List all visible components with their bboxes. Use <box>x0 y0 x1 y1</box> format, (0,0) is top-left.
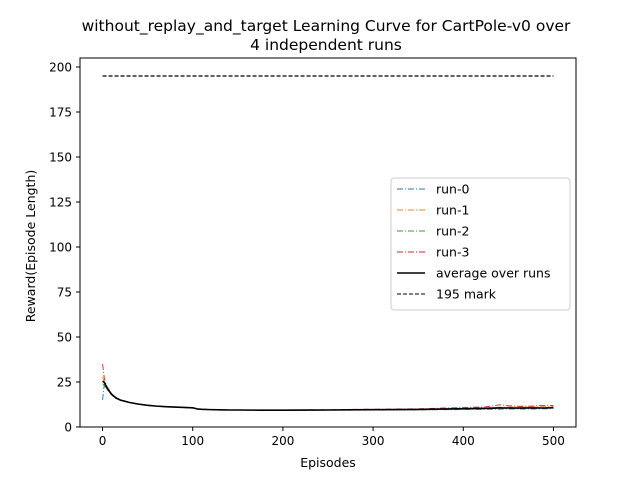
chart-title-line1: without_replay_and_target Learning Curve… <box>82 17 571 36</box>
x-tick-label: 300 <box>362 434 385 448</box>
y-tick-label: 175 <box>49 106 72 120</box>
legend-label-run-0: run-0 <box>436 182 469 197</box>
x-tick-label: 100 <box>181 434 204 448</box>
y-tick-label: 0 <box>64 421 72 435</box>
series-line-average-over-runs <box>102 380 554 411</box>
y-tick-label: 25 <box>57 376 72 390</box>
legend-label-run-3: run-3 <box>436 245 469 260</box>
x-tick-label: 500 <box>542 434 565 448</box>
y-tick-label: 150 <box>49 151 72 165</box>
plot-frame <box>79 57 577 428</box>
series-line-run-3 <box>102 363 554 411</box>
x-tick-label: 200 <box>271 434 294 448</box>
legend-label-run-2: run-2 <box>436 224 469 239</box>
legend-label-average-over-runs: average over runs <box>436 266 551 281</box>
legend: run-0 run-1 run-2 run-3 average over runs 195… <box>390 177 571 311</box>
y-tick-label: 75 <box>57 286 72 300</box>
y-tick-label: 200 <box>49 61 72 75</box>
x-tick-label: 0 <box>99 434 107 448</box>
series-line-run-1 <box>102 376 554 411</box>
axes: 0 100 200 300 400 500 0 25 50 75 100 125 150 175 200 <box>49 57 577 448</box>
y-tick-label: 100 <box>49 241 72 255</box>
y-tick-label: 50 <box>57 331 72 345</box>
y-tick-label: 125 <box>49 196 72 210</box>
legend-label-run-1: run-1 <box>436 203 469 218</box>
x-tick-label: 400 <box>452 434 475 448</box>
chart-title-line2: 4 independent runs <box>250 36 402 54</box>
legend-box <box>390 177 571 311</box>
legend-label-195-mark: 195 mark <box>436 287 497 302</box>
x-axis-label: Episodes <box>300 455 356 470</box>
y-axis-label: Reward(Episode Length) <box>23 170 38 322</box>
plot-area <box>102 75 554 411</box>
